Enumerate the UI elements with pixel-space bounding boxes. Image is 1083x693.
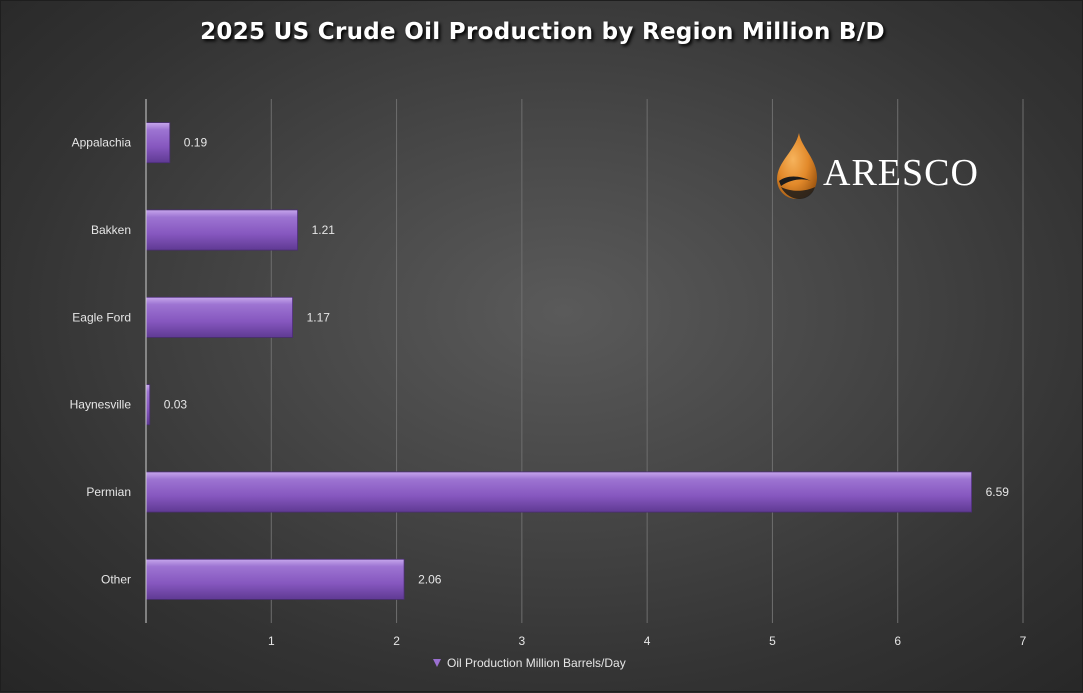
category-label: Haynesville: [70, 398, 132, 412]
x-tick-label: 2: [393, 634, 400, 648]
logo-wordmark: ARESCO: [823, 152, 979, 194]
category-label: Appalachia: [72, 136, 132, 150]
x-tick-label: 4: [644, 634, 651, 648]
x-tick-label: 7: [1020, 634, 1027, 648]
bar-appalachia: [145, 122, 171, 164]
data-label: 0.19: [184, 136, 208, 150]
bar-permian: [145, 471, 973, 513]
bars: [145, 122, 973, 600]
x-tick-label: 1: [268, 634, 275, 648]
category-label: Eagle Ford: [72, 310, 131, 324]
legend: Oil Production Million Barrels/Day: [433, 656, 626, 670]
aresco-logo: ARESCO: [771, 129, 981, 204]
category-label: Bakken: [91, 223, 131, 237]
data-label: 1.21: [312, 223, 336, 237]
x-tick-label: 5: [769, 634, 776, 648]
gridlines: [270, 99, 1024, 623]
data-label: 6.59: [986, 485, 1010, 499]
category-label: Permian: [86, 485, 131, 499]
bar-haynesville: [145, 384, 151, 426]
category-label: Other: [101, 572, 131, 586]
data-label: 1.17: [307, 310, 331, 324]
chart-title: 2025 US Crude Oil Production by Region M…: [200, 19, 885, 45]
bar-eagle-ford: [145, 296, 293, 338]
x-tick-label: 6: [894, 634, 901, 648]
data-label: 0.03: [164, 398, 188, 412]
legend-label: Oil Production Million Barrels/Day: [447, 656, 626, 670]
bar-bakken: [145, 209, 298, 251]
x-tick-label: 3: [519, 634, 526, 648]
legend-marker: [433, 659, 441, 667]
oil-drop-icon: [777, 133, 817, 199]
data-label: 2.06: [418, 572, 442, 586]
labels: 1 2 3 4 5 6 7 Appalachia 0.19 Bakken 1.21 Eagle For…: [70, 136, 1027, 648]
bar-other: [145, 558, 405, 600]
